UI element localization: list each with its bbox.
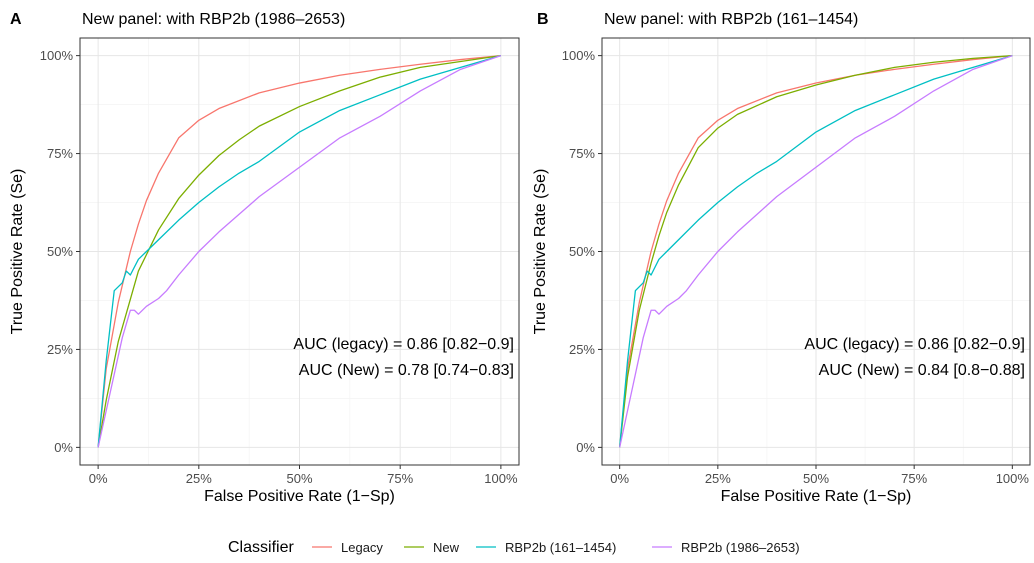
panel-a-x-tick-label: 0%	[89, 471, 108, 486]
panel-a-curves	[97, 54, 502, 448]
panel-b-y-axis-title: True Positive Rate (Se)	[532, 169, 549, 335]
panel-b-y-tick-labels: 0% 25% 50% 75% 100%	[562, 48, 596, 455]
panel-a-y-axis-title: True Positive Rate (Se)	[9, 169, 26, 335]
panel-a-x-tick-label: 25%	[186, 471, 212, 486]
panel-a-y-tick-label: 100%	[40, 48, 74, 63]
panel-b-roc-curve-rbp2b-1986-2653	[619, 55, 1013, 448]
panel-b-curves	[619, 54, 1013, 448]
panel-a-x-tick-label: 50%	[286, 471, 312, 486]
panel-a-y-tick-label: 75%	[47, 146, 73, 161]
panel-a-tag: A	[10, 11, 22, 28]
legend-item-legacy: Legacy	[312, 540, 383, 555]
legend-item-new: New	[404, 540, 460, 555]
panel-b-x-tick-label: 50%	[803, 471, 829, 486]
legend-label-legacy: Legacy	[341, 540, 383, 555]
panel-b-roc-curve-legacy	[619, 54, 1013, 448]
panel-a-y-tick-labels: 0% 25% 50% 75% 100%	[40, 48, 74, 455]
panel-b-x-tick-label: 0%	[610, 471, 629, 486]
panel-a-title: New panel: with RBP2b (1986–2653)	[82, 11, 345, 28]
legend-item-rbp2b-1986-2653: RBP2b (1986–2653)	[652, 540, 800, 555]
panel-b-roc-curve-rbp2b-161-1454	[619, 55, 1013, 448]
panel-b-y-tick-label: 50%	[569, 244, 595, 259]
panel-b-x-tick-labels: 0% 25% 50% 75% 100%	[610, 471, 1029, 486]
panel-b-y-tick-label: 0%	[576, 440, 595, 455]
legend-title: Classifier	[228, 539, 294, 556]
panel-a-y-tick-label: 25%	[47, 342, 73, 357]
panel-a-roc-curve-rbp2b-161-1454	[97, 55, 502, 448]
panel-a-grid	[80, 38, 519, 465]
panel-b-x-tick-label: 75%	[901, 471, 927, 486]
panel-a-x-tick-label: 75%	[387, 471, 413, 486]
legend-item-rbp2b-161-1454: RBP2b (161–1454)	[476, 540, 616, 555]
legend-label-rbp2b-1986-2653: RBP2b (1986–2653)	[681, 540, 800, 555]
panel-b-y-tick-label: 25%	[569, 342, 595, 357]
panel-a-auc-legacy: AUC (legacy) = 0.86 [0.82−0.9]	[293, 336, 514, 353]
panel-a-roc-curve-legacy	[97, 54, 501, 448]
panel-a-ticks	[76, 55, 502, 469]
panel-a-auc-new: AUC (New) = 0.78 [0.74−0.83]	[299, 362, 514, 379]
panel-a-roc-curve-rbp2b-1986-2653	[97, 55, 502, 448]
panel-a-x-tick-label: 100%	[484, 471, 518, 486]
panel-b-roc-curve-new	[619, 54, 1013, 448]
panel-a-roc-curve-new	[97, 54, 501, 448]
panel-b-y-tick-label: 75%	[569, 146, 595, 161]
legend-label-new: New	[433, 540, 460, 555]
panel-b-x-axis-title: False Positive Rate (1−Sp)	[721, 488, 912, 505]
legend: Classifier Legacy New RBP2b (161–1454) R…	[228, 539, 800, 556]
panel-a-y-tick-label: 0%	[54, 440, 73, 455]
panel-b-tag: B	[537, 11, 549, 28]
panel-b-y-tick-label: 100%	[562, 48, 596, 63]
panel-b-auc-new: AUC (New) = 0.84 [0.8−0.88]	[819, 362, 1025, 379]
legend-label-rbp2b-161-1454: RBP2b (161–1454)	[505, 540, 616, 555]
panel-b-x-tick-label: 25%	[705, 471, 731, 486]
panel-b-grid	[602, 38, 1030, 465]
panel-b-auc-legacy: AUC (legacy) = 0.86 [0.82−0.9]	[804, 336, 1025, 353]
panel-b-x-tick-label: 100%	[996, 471, 1030, 486]
panel-b-ticks	[598, 55, 1013, 469]
panel-a-x-tick-labels: 0% 25% 50% 75% 100%	[89, 471, 518, 486]
panel-b: B New panel: with RBP2b (161–1454) 0% 25…	[532, 11, 1031, 505]
panel-a: A New panel: with RBP2b (1986–2653) 0% 2…	[9, 11, 520, 505]
panel-a-x-axis-title: False Positive Rate (1−Sp)	[204, 488, 395, 505]
panel-b-title: New panel: with RBP2b (161–1454)	[604, 11, 858, 28]
panel-a-y-tick-label: 50%	[47, 244, 73, 259]
